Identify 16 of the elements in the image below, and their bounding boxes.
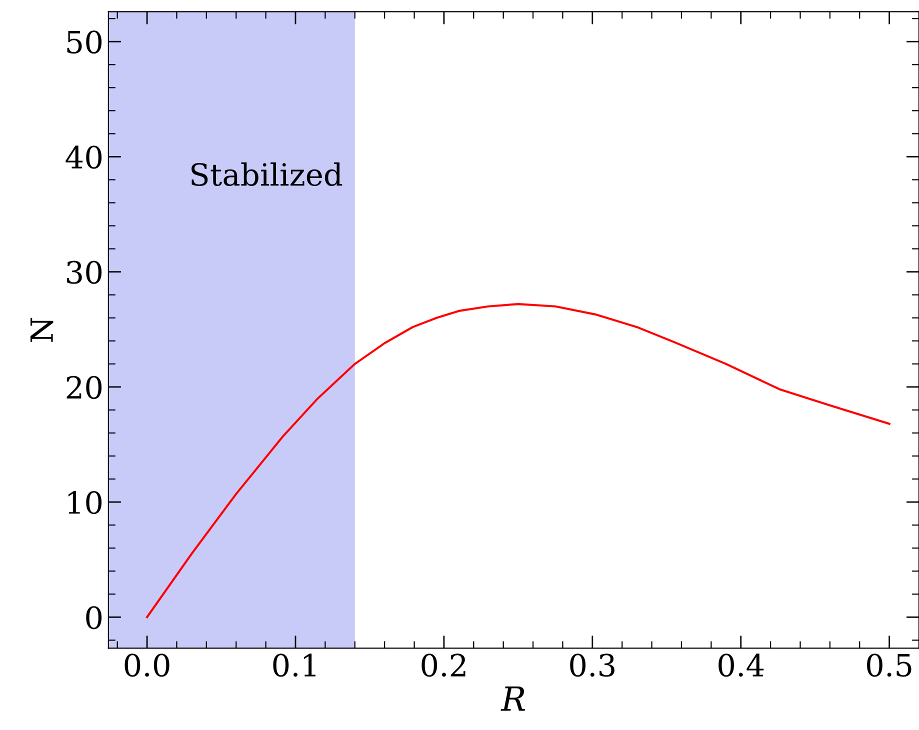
y-tick-label: 20 <box>66 376 102 399</box>
x-axis-title: R <box>500 686 526 711</box>
x-tick-label: 0.3 <box>570 654 614 677</box>
x-tick-label: 0.4 <box>718 654 764 677</box>
x-tick-label: 0.1 <box>273 654 316 677</box>
y-tick-label: 0 <box>86 606 102 630</box>
y-tick-label: 40 <box>66 146 102 169</box>
y-tick-label: 10 <box>68 490 102 514</box>
x-tick-label: 0.2 <box>422 654 466 677</box>
x-tick-label: 0.0 <box>124 654 170 677</box>
y-tick-label: 50 <box>67 30 102 54</box>
line-series <box>146 303 890 618</box>
y-tick-label: 30 <box>67 260 102 284</box>
y-axis-title: N <box>30 318 54 342</box>
x-tick-label: 0.5 <box>867 654 912 677</box>
band-label: Stabilized <box>192 162 342 186</box>
